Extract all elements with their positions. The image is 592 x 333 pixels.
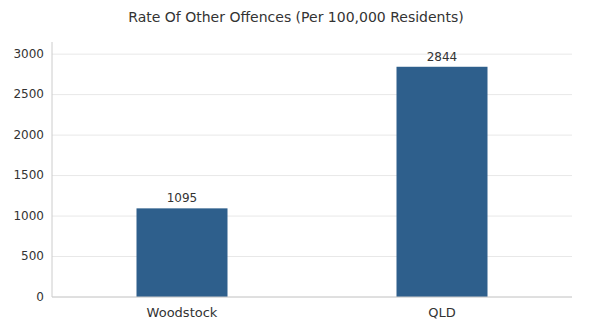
grid-line [52,135,572,136]
grid-line [52,54,572,55]
data-label: 1095 [167,191,198,205]
bars [137,67,488,297]
grid [52,54,572,297]
y-axis-line [52,42,53,297]
chart-title: Rate Of Other Offences (Per 100,000 Resi… [128,9,463,25]
grid-line [52,94,572,95]
chart-svg: 0 500 1000 1500 2000 2500 3000 1095 2844 Woodstoc… [0,0,592,333]
page: {"chart_data": {"type": "bar", "title": … [0,0,592,333]
y-tick-label: 2500 [13,87,44,101]
y-tick-label: 1500 [13,168,44,182]
y-tick-label: 2000 [13,128,44,142]
x-tick-label: Woodstock [147,305,218,320]
chart-container: 0 500 1000 1500 2000 2500 3000 1095 2844 Woodstoc… [0,0,592,333]
grid-line [52,175,572,176]
y-tick-label: 500 [21,249,44,263]
grid-line [52,256,572,257]
data-label: 2844 [427,50,458,64]
y-tick-label: 1000 [13,209,44,223]
bar [397,67,488,297]
y-tick-label: 0 [36,290,44,304]
bar [137,208,228,297]
x-axis-line [52,297,572,298]
grid-line [52,216,572,217]
x-tick-label: QLD [428,305,456,320]
grid-line [52,297,572,298]
y-tick-label: 3000 [13,47,44,61]
